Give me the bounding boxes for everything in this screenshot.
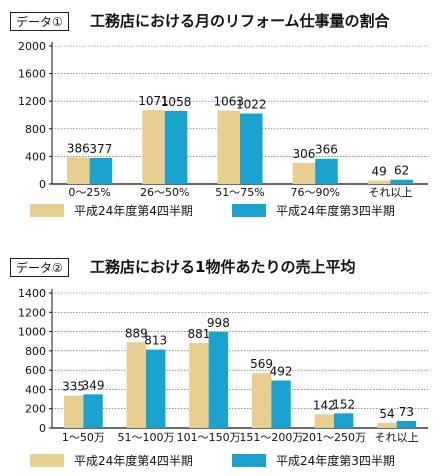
chart2-data-label: 813 — [144, 334, 167, 348]
chart2-bar-q3 — [83, 394, 103, 428]
chart1-legend-swatch — [30, 204, 64, 217]
chart1-y-tick-label: 400 — [25, 150, 46, 163]
chart1-y-tick-label: 1600 — [18, 68, 46, 81]
chart1-category-label: それ以上 — [368, 186, 412, 199]
chart2-data-label: 335 — [62, 380, 85, 394]
chart2-y-tick-label: 200 — [25, 403, 46, 416]
chart2-legend-swatch — [232, 454, 266, 467]
chart2-data-label: 492 — [270, 365, 293, 379]
chart2-bar-q3 — [271, 380, 291, 428]
chart2-data-label: 142 — [313, 398, 336, 412]
chart1-bar-q3 — [240, 113, 263, 184]
chart2-data-label: 889 — [125, 326, 148, 340]
chart2-bar-q4 — [377, 422, 397, 428]
chart2-category-label: 1〜50万 — [62, 431, 105, 444]
chart1-legend-label: 平成24年度第3四半期 — [276, 203, 395, 218]
chart1-legend-label: 平成24年度第4四半期 — [74, 203, 193, 218]
chart1-bar-q3 — [164, 110, 188, 184]
chart2-data-label: 54 — [379, 407, 394, 421]
chart2-data-label: 569 — [250, 357, 273, 371]
chart1-bar-q4 — [217, 110, 240, 184]
chart2-category-label: それ以上 — [375, 431, 419, 444]
chart2-legend-swatch — [30, 454, 64, 467]
chart1-data-label: 306 — [292, 147, 315, 161]
chart1-data-label: 366 — [315, 143, 338, 157]
chart2-bar-q4 — [251, 373, 272, 428]
chart2-bar-q4 — [189, 343, 209, 428]
chart2-data-label: 881 — [188, 327, 211, 341]
chart2-data-label: 152 — [332, 397, 355, 411]
chart2-data-label: 349 — [82, 378, 105, 392]
chart1-data-label: 1058 — [161, 95, 192, 109]
chart1-bar-q4 — [367, 180, 391, 184]
chart2-bar-q3 — [334, 413, 354, 428]
chart2-y-tick-label: 1200 — [18, 306, 46, 319]
chart1-bar-q4 — [142, 110, 165, 184]
chart2-y-tick-label: 400 — [25, 383, 46, 396]
chart2-category-label: 101〜150万 — [177, 431, 241, 444]
chart1-category-label: 26〜50% — [140, 186, 189, 199]
chart2-bar-q4 — [126, 342, 146, 428]
chart1-y-tick-label: 800 — [25, 123, 46, 136]
chart1-legend-swatch — [232, 204, 266, 217]
chart2-legend-label: 平成24年度第4四半期 — [74, 453, 193, 468]
chart2-y-tick-label: 1000 — [18, 326, 46, 339]
chart1-category-label: 76〜90% — [290, 186, 339, 199]
chart2-y-tick-label: 0 — [39, 422, 46, 435]
chart1-data-label: 1071 — [138, 94, 169, 108]
chart2-bar-q3 — [396, 420, 417, 428]
chart1-bar-q4 — [67, 157, 90, 184]
chart1-y-tick-label: 1200 — [18, 95, 46, 108]
chart1-data-label: 386 — [67, 141, 90, 155]
chart1-data-label: 377 — [89, 142, 112, 156]
chart1-data-label: 62 — [394, 164, 409, 178]
chart2-bar-q3 — [146, 349, 166, 428]
chart1-category-label: 51〜75% — [215, 186, 264, 199]
chart1-bar-q4 — [292, 162, 316, 184]
chart2-bar-q3 — [208, 331, 229, 428]
chart2-data-label: 73 — [399, 405, 414, 419]
chart1-y-tick-label: 0 — [39, 178, 46, 191]
chart1-data-label: 49 — [371, 165, 386, 179]
chart1-badge: データ① — [10, 12, 69, 31]
chart2-bar-q4 — [314, 414, 334, 428]
chart1-title: 工務店における月のリフォーム仕事量の割合 — [90, 12, 390, 30]
chart1-y-tick-label: 2000 — [18, 40, 46, 53]
chart1-category-label: 0〜25% — [68, 186, 110, 199]
chart2-y-tick-label: 1400 — [18, 287, 46, 300]
chart1-bar-q3 — [390, 179, 413, 184]
chart2-legend-label: 平成24年度第3四半期 — [276, 453, 395, 468]
chart2-y-tick-label: 600 — [25, 364, 46, 377]
chart2-category-label: 201〜250万 — [302, 431, 366, 444]
chart1-bar-q3 — [315, 158, 338, 184]
chart1-bar-q3 — [89, 157, 113, 184]
chart2-y-tick-label: 800 — [25, 345, 46, 358]
chart1-data-label: 1063 — [213, 95, 244, 109]
chart2-category-label: 151〜200万 — [239, 431, 303, 444]
chart2-badge: データ② — [10, 258, 69, 277]
chart1-data-label: 1022 — [236, 97, 267, 111]
chart2-bar-q4 — [63, 395, 84, 428]
chart2-title: 工務店における1物件あたりの売上平均 — [90, 258, 356, 276]
chart2-data-label: 998 — [207, 316, 230, 330]
chart2-category-label: 51〜100万 — [118, 431, 175, 444]
